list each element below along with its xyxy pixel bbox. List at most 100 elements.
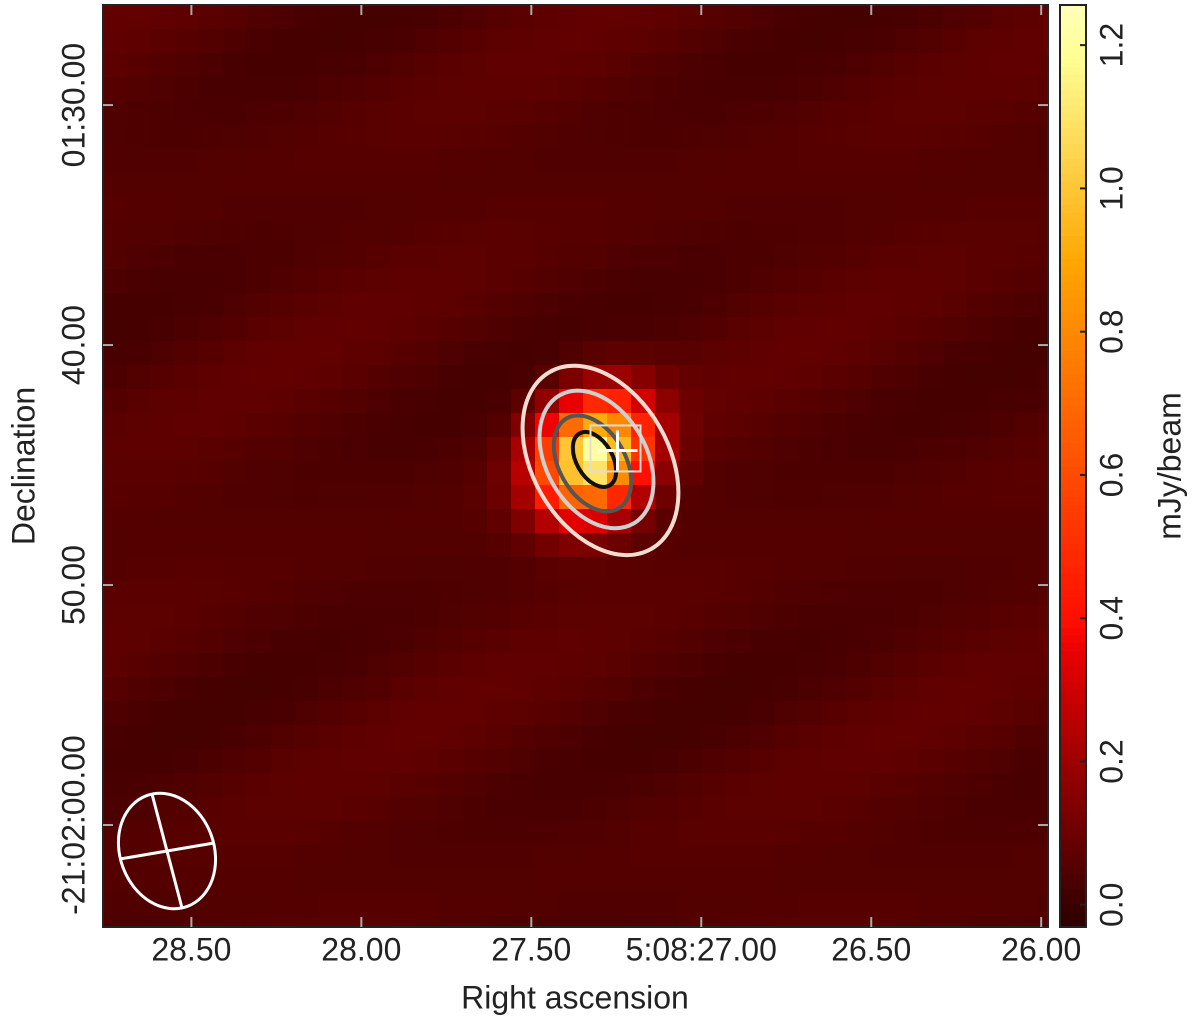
pixel	[703, 317, 727, 341]
pixel	[751, 509, 775, 533]
pixel	[223, 485, 247, 509]
pixel	[487, 29, 511, 53]
pixel	[1015, 821, 1039, 845]
pixel	[847, 845, 871, 869]
pixel	[799, 437, 823, 461]
pixel	[919, 605, 943, 629]
pixel	[679, 269, 703, 293]
pixel	[295, 893, 319, 917]
pixel	[535, 317, 559, 341]
pixel	[511, 365, 535, 389]
pixel	[1015, 869, 1039, 893]
pixel	[607, 653, 631, 677]
pixel	[151, 653, 175, 677]
pixel	[343, 725, 367, 749]
pixel	[1015, 293, 1039, 317]
pixel	[151, 245, 175, 269]
pixel	[871, 221, 895, 245]
pixel	[823, 173, 847, 197]
pixel	[1015, 749, 1039, 773]
pixel	[847, 341, 871, 365]
pixel	[103, 605, 127, 629]
pixel	[991, 389, 1015, 413]
pixel	[175, 149, 199, 173]
pixel	[799, 365, 823, 389]
pixel	[223, 749, 247, 773]
pixel	[343, 53, 367, 77]
pixel	[367, 77, 391, 101]
pixel	[367, 485, 391, 509]
pixel	[751, 533, 775, 557]
pixel	[175, 77, 199, 101]
pixel	[823, 485, 847, 509]
pixel	[871, 749, 895, 773]
pixel	[751, 557, 775, 581]
pixel	[463, 725, 487, 749]
pixel	[439, 77, 463, 101]
pixel	[439, 389, 463, 413]
pixel	[895, 437, 919, 461]
pixel	[847, 773, 871, 797]
pixel	[535, 653, 559, 677]
pixel	[631, 173, 655, 197]
pixel	[367, 581, 391, 605]
pixel	[583, 797, 607, 821]
pixel	[439, 821, 463, 845]
pixel	[391, 845, 415, 869]
pixel	[607, 845, 631, 869]
pixel	[463, 5, 487, 29]
pixel	[343, 173, 367, 197]
pixel	[1039, 869, 1048, 893]
pixel	[631, 797, 655, 821]
pixel	[247, 77, 271, 101]
pixel	[535, 533, 559, 557]
pixel	[223, 461, 247, 485]
pixel	[343, 773, 367, 797]
pixel	[1015, 485, 1039, 509]
pixel	[223, 317, 247, 341]
pixel	[487, 341, 511, 365]
colorbar-cell	[1060, 450, 1086, 459]
pixel	[127, 197, 151, 221]
pixel	[151, 29, 175, 53]
pixel	[271, 509, 295, 533]
pixel	[439, 509, 463, 533]
pixel	[991, 29, 1015, 53]
colorbar-cell	[1060, 596, 1086, 605]
pixel	[943, 773, 967, 797]
pixel	[1039, 797, 1048, 821]
pixel	[343, 533, 367, 557]
pixel	[631, 53, 655, 77]
pixel	[703, 29, 727, 53]
pixel	[751, 653, 775, 677]
pixel	[415, 341, 439, 365]
pixel	[223, 293, 247, 317]
pixel	[967, 533, 991, 557]
pixel	[679, 701, 703, 725]
pixel	[607, 269, 631, 293]
pixel	[991, 125, 1015, 149]
pixel	[967, 53, 991, 77]
pixel	[1015, 509, 1039, 533]
pixel	[1039, 365, 1048, 389]
pixel	[343, 629, 367, 653]
pixel	[463, 365, 487, 389]
pixel	[847, 461, 871, 485]
pixel	[703, 701, 727, 725]
pixel	[895, 893, 919, 917]
pixel	[991, 485, 1015, 509]
pixel	[847, 101, 871, 125]
pixel	[343, 557, 367, 581]
pixel	[775, 341, 799, 365]
pixel	[799, 557, 823, 581]
pixel	[535, 245, 559, 269]
pixel	[223, 389, 247, 413]
pixel	[967, 701, 991, 725]
colorbar-cell	[1060, 427, 1086, 436]
pixel	[607, 197, 631, 221]
pixel	[511, 509, 535, 533]
pixel	[607, 173, 631, 197]
pixel	[703, 5, 727, 29]
pixel	[895, 917, 919, 927]
pixel	[319, 53, 343, 77]
